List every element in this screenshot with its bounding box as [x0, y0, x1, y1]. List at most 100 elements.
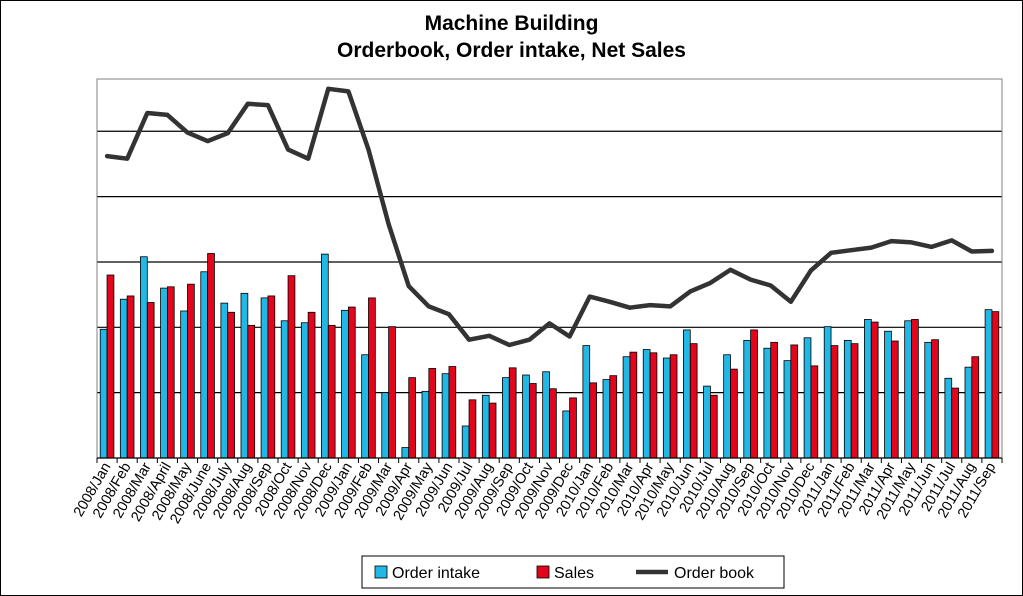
bar-order-intake — [904, 320, 912, 459]
bar-sales — [287, 275, 296, 459]
bar-sales — [166, 286, 175, 459]
order-book-line-layer — [104, 86, 995, 348]
bar-sales — [991, 311, 1000, 459]
bar-sales — [347, 306, 356, 459]
x-tick-labels: 2008/Jan2008/Feb2008/Mar2008/April2008/M… — [71, 459, 1000, 526]
bar-sales — [911, 319, 919, 459]
bar-order-intake — [401, 447, 410, 459]
bar-order-intake — [381, 392, 390, 459]
bar-sales — [649, 352, 658, 459]
bar-sales — [227, 311, 235, 459]
order-book-line — [104, 86, 995, 348]
bar-order-intake — [823, 326, 832, 459]
bar-order-intake — [421, 390, 430, 459]
bar-order-intake — [944, 377, 953, 459]
bar-sales — [327, 324, 336, 459]
bar-sales — [368, 297, 376, 459]
bar-order-intake — [220, 302, 229, 459]
bar-order-intake — [160, 287, 168, 459]
bar-sales — [126, 295, 135, 459]
bar-order-intake — [642, 349, 651, 459]
legend-swatch-sales — [536, 565, 550, 579]
bar-order-intake — [602, 379, 611, 459]
bar-order-intake — [502, 377, 510, 459]
bar-sales — [951, 387, 959, 459]
bar-sales — [408, 377, 416, 459]
bar-sales — [428, 368, 437, 459]
bar-order-intake — [99, 328, 108, 459]
bar-order-intake — [341, 309, 349, 459]
bar-order-intake — [783, 360, 792, 459]
bar-sales — [388, 326, 396, 459]
bar-sales — [709, 394, 718, 459]
bar-order-intake — [522, 374, 530, 459]
bar-sales — [468, 399, 477, 459]
bar-sales — [689, 343, 698, 459]
bar-order-intake — [361, 354, 369, 459]
axes — [96, 78, 1003, 463]
bar-order-intake — [803, 337, 812, 459]
bar-sales — [870, 321, 879, 459]
bar-sales — [609, 375, 618, 459]
bar-order-intake — [542, 371, 550, 459]
bar-sales — [971, 356, 980, 459]
bar-order-intake — [260, 297, 269, 459]
legend: Order intake Sales Order book — [361, 555, 785, 589]
bars — [99, 253, 1000, 459]
bar-order-intake — [240, 292, 249, 459]
bar-order-intake — [703, 385, 711, 459]
legend-label-order-intake: Order intake — [392, 565, 480, 582]
bar-sales — [508, 367, 517, 459]
bar-order-intake — [763, 347, 772, 459]
legend-box — [361, 555, 785, 589]
bar-order-intake — [743, 339, 752, 459]
bar-order-intake — [119, 298, 128, 459]
bar-sales — [810, 365, 819, 459]
bar-order-intake — [582, 345, 591, 459]
bar-order-intake — [683, 329, 691, 459]
bar-order-intake — [964, 366, 973, 459]
bar-order-intake — [884, 330, 892, 459]
bar-sales — [730, 368, 738, 459]
bar-sales — [890, 340, 899, 459]
bar-sales — [931, 339, 939, 459]
bar-order-intake — [461, 425, 470, 459]
bar-order-intake — [140, 256, 148, 459]
bar-sales — [669, 354, 678, 459]
legend-swatch-order-intake — [374, 565, 388, 579]
bar-sales — [146, 302, 155, 459]
bar-sales — [528, 383, 537, 459]
bar-order-intake — [843, 339, 852, 459]
legend-label-sales: Sales — [554, 565, 594, 582]
bar-sales — [207, 253, 215, 459]
bar-sales — [790, 344, 799, 459]
bar-sales — [750, 329, 758, 459]
bar-order-intake — [300, 322, 309, 459]
bar-order-intake — [622, 356, 631, 459]
bar-order-intake — [562, 410, 571, 459]
bar-sales — [488, 402, 497, 459]
bar-sales — [850, 343, 859, 459]
legend-label-order-book: Order book — [674, 565, 755, 582]
bar-sales — [589, 382, 597, 459]
chart-title-line-1: Machine Building — [424, 12, 599, 35]
bar-sales — [830, 345, 839, 459]
bar-order-intake — [200, 271, 209, 459]
bar-order-intake — [723, 354, 731, 459]
bar-order-intake — [180, 310, 188, 459]
chart-title: Machine Building Orderbook, Order intake… — [0, 10, 1023, 64]
bar-order-intake — [662, 357, 671, 459]
chart-title-line-2: Orderbook, Order intake, Net Sales — [337, 39, 686, 62]
bar-sales — [307, 311, 316, 459]
bar-sales — [106, 274, 115, 459]
bar-sales — [247, 324, 256, 459]
bar-order-intake — [864, 319, 872, 459]
bar-order-intake — [924, 341, 933, 459]
bar-sales — [187, 283, 195, 459]
bar-order-intake — [984, 309, 993, 459]
bar-order-intake — [321, 253, 329, 459]
bar-sales — [267, 295, 276, 459]
bar-sales — [770, 341, 778, 459]
bar-sales — [629, 351, 638, 459]
